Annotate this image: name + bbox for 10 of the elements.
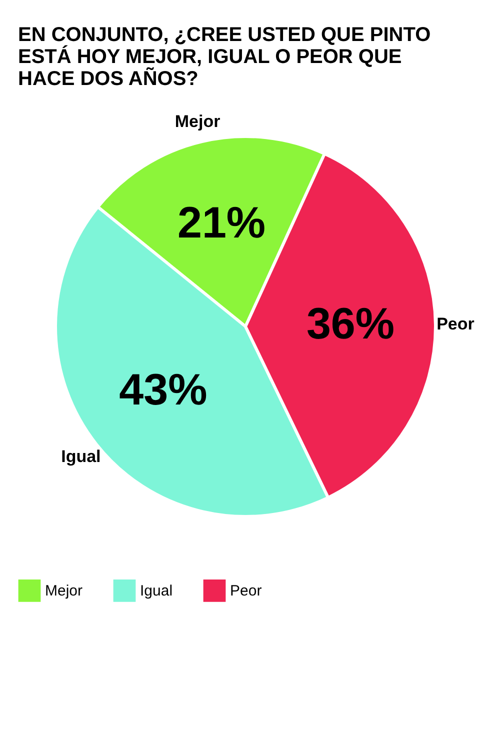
- slice-label: Peor: [436, 314, 475, 334]
- slice-label: Igual: [61, 446, 101, 466]
- legend-label: Mejor: [45, 582, 83, 600]
- legend-label: Peor: [230, 582, 262, 600]
- data-label: 36%: [306, 299, 395, 348]
- slice-label: Mejor: [174, 112, 221, 132]
- legend-label: Igual: [140, 582, 173, 600]
- data-label: 21%: [177, 198, 266, 248]
- chart-title: EN CONJUNTO, ¿CREE USTED QUE PINTO ESTÁ HOY MEJOR, IGUAL O PEOR QUE HACE DOS AÑOS?: [18, 24, 431, 90]
- data-label: 43%: [119, 366, 208, 415]
